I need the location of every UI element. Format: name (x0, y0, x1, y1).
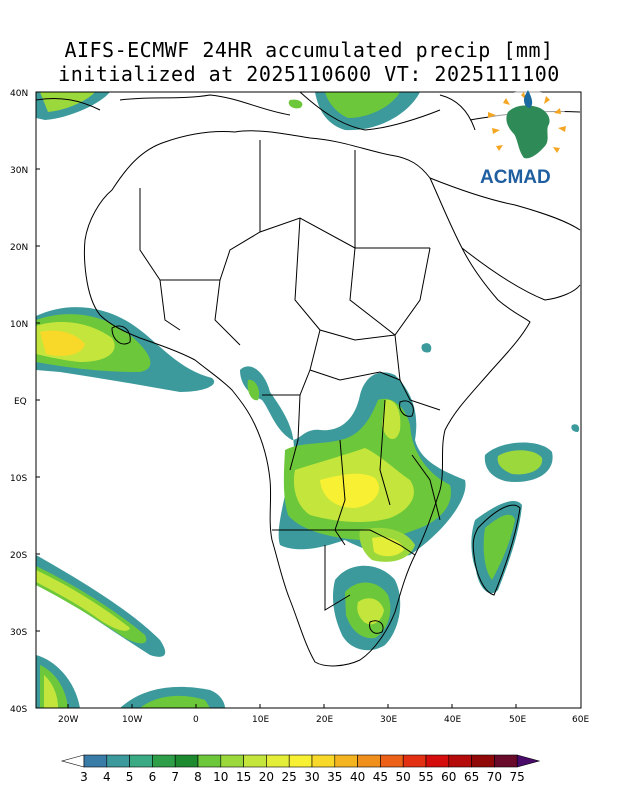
lon-label: 0 (193, 715, 199, 725)
lon-label: 10E (252, 715, 269, 725)
colorbar-swatch (220, 754, 244, 768)
precip-shading (36, 92, 580, 708)
colorbar-label: 40 (350, 770, 365, 784)
colorbar-swatch (83, 754, 108, 768)
lon-label: 30E (380, 715, 397, 725)
colorbar-label: 3 (80, 770, 88, 784)
colorbar-label: 75 (510, 770, 525, 784)
lat-label: 40S (10, 705, 27, 715)
lon-label: 10W (122, 715, 142, 725)
colorbar-label: 45 (373, 770, 388, 784)
colorbar-swatch (357, 754, 381, 768)
colorbar-swatch (471, 754, 495, 768)
lat-label: EQ (14, 397, 27, 407)
lat-label: 40N (10, 89, 28, 99)
colorbar-swatch (311, 754, 336, 768)
colorbar-label: 65 (464, 770, 479, 784)
colorbar-swatch (288, 754, 313, 768)
colorbar-label: 50 (396, 770, 411, 784)
colorbar-swatch (174, 754, 199, 768)
colorbar-swatch (380, 754, 404, 768)
colorbar-label: 7 (171, 770, 179, 784)
colorbar-label: 8 (194, 770, 202, 784)
colorbar-label: 30 (304, 770, 319, 784)
colorbar-swatch (402, 754, 427, 768)
colorbar-label: 70 (487, 770, 502, 784)
colorbar-label: 10 (213, 770, 228, 784)
colorbar-label: 60 (441, 770, 456, 784)
colorbar-over-arrow (516, 754, 541, 768)
colorbar-label: 20 (259, 770, 274, 784)
colorbar-label: 6 (149, 770, 157, 784)
lat-label: 20S (10, 551, 27, 561)
colorbar-swatch (266, 754, 290, 768)
map-title-line2: initialized at 2025110600 VT: 2025111100 (58, 62, 560, 86)
lat-label: 30S (10, 628, 27, 638)
lon-axis: 20W 10W 0 10E 20E 30E 40E 50E 60E (58, 704, 589, 725)
lon-label: 20W (58, 715, 78, 725)
colorbar-swatch (243, 754, 267, 768)
colorbar-under-arrow (60, 754, 85, 768)
colorbar-label: 15 (236, 770, 251, 784)
colorbar-label: 4 (103, 770, 111, 784)
lat-label: 30N (10, 166, 28, 176)
lon-label: 50E (509, 715, 526, 725)
colorbar-swatch (425, 754, 450, 768)
colorbar-label: 35 (327, 770, 342, 784)
colorbar-swatch (197, 754, 222, 768)
lat-label: 20N (10, 243, 28, 253)
colorbar-swatch (494, 754, 518, 768)
lon-label: 20E (316, 715, 333, 725)
lat-label: 10S (10, 474, 27, 484)
lon-label: 60E (572, 715, 589, 725)
acmad-logo-text: ACMAD (480, 167, 551, 188)
colorbar-swatch (129, 754, 153, 768)
colorbar-swatch (448, 754, 472, 768)
colorbar-label: 55 (418, 770, 433, 784)
africa-continent-logo-icon (486, 90, 570, 174)
colorbar-swatch (152, 754, 176, 768)
map-title-line1: AIFS-ECMWF 24HR accumulated precip [mm] (64, 38, 554, 62)
colorbar: 3 4 5 6 7 8 10 15 20 25 30 35 40 45 50 55 60 65 70 75 (60, 754, 541, 784)
colorbar-swatch (334, 754, 358, 768)
colorbar-swatch (106, 754, 130, 768)
lat-label: 10N (10, 320, 28, 330)
country-borders (36, 92, 581, 667)
lon-label: 40E (444, 715, 461, 725)
colorbar-label: 25 (282, 770, 297, 784)
lat-axis: 40N 30N 20N 10N EQ 10S 20S 30S 40S (10, 89, 40, 715)
colorbar-label: 5 (126, 770, 134, 784)
